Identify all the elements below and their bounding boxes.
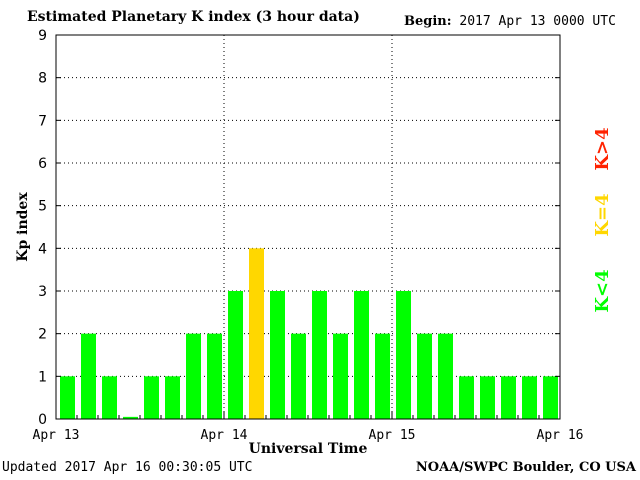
plot-frame — [55, 34, 561, 420]
kp-bar — [333, 333, 348, 419]
source-credit: NOAA/SWPC Boulder, CO USA — [415, 460, 636, 475]
y-tick-label: 4 — [38, 241, 47, 257]
kp-bar — [165, 376, 180, 419]
kp-bar — [438, 333, 453, 419]
kp-bar — [375, 333, 390, 419]
chart-title: Estimated Planetary K index (3 hour data… — [27, 9, 360, 25]
y-tick-label: 0 — [38, 412, 47, 428]
begin-label: Begin: — [404, 14, 452, 29]
kp-bar — [81, 333, 96, 419]
x-tick-label: Apr 13 — [33, 428, 80, 443]
kp-bar — [60, 376, 75, 419]
kp-bar — [480, 376, 495, 419]
kp-bar — [522, 376, 537, 419]
kp-bar — [543, 376, 558, 419]
kp-bar — [228, 291, 243, 419]
y-tick-label: 3 — [38, 284, 47, 300]
x-tick-label: Apr 15 — [369, 428, 416, 443]
y-tick-label: 9 — [38, 28, 47, 44]
x-tick-label: Apr 16 — [537, 428, 584, 443]
kp-bar — [312, 291, 327, 419]
kp-bar — [144, 376, 159, 419]
y-tick-label: 1 — [38, 369, 47, 385]
kp-bar — [459, 376, 474, 419]
kp-bar — [417, 333, 432, 419]
kp-bar — [249, 248, 264, 419]
begin-value: 2017 Apr 13 0000 UTC — [459, 14, 616, 29]
y-tick-label: 8 — [38, 71, 47, 87]
updated-timestamp: Updated 2017 Apr 16 00:30:05 UTC — [2, 460, 253, 475]
kp-bar — [270, 291, 285, 419]
kp-bar — [102, 376, 117, 419]
kp-bar — [186, 333, 201, 419]
x-axis-title: Universal Time — [249, 441, 368, 457]
kp-bar — [354, 291, 369, 419]
y-tick-label: 6 — [38, 156, 47, 172]
kp-bar — [396, 291, 411, 419]
y-tick-label: 5 — [38, 199, 47, 215]
x-tick-label: Apr 14 — [201, 428, 248, 443]
kp-bar — [501, 376, 516, 419]
kp-bar — [291, 333, 306, 419]
begin-time: Begin: 2017 Apr 13 0000 UTC — [404, 14, 616, 29]
legend-low: K<4 — [592, 269, 613, 312]
y-tick-label: 7 — [38, 113, 47, 129]
kp-bar — [207, 333, 222, 419]
legend-high: K>4 — [592, 127, 613, 170]
y-axis-title: Kp index — [15, 192, 31, 262]
legend-eq: K=4 — [592, 193, 613, 236]
y-tick-label: 2 — [38, 327, 47, 343]
kp-bar — [123, 416, 138, 419]
